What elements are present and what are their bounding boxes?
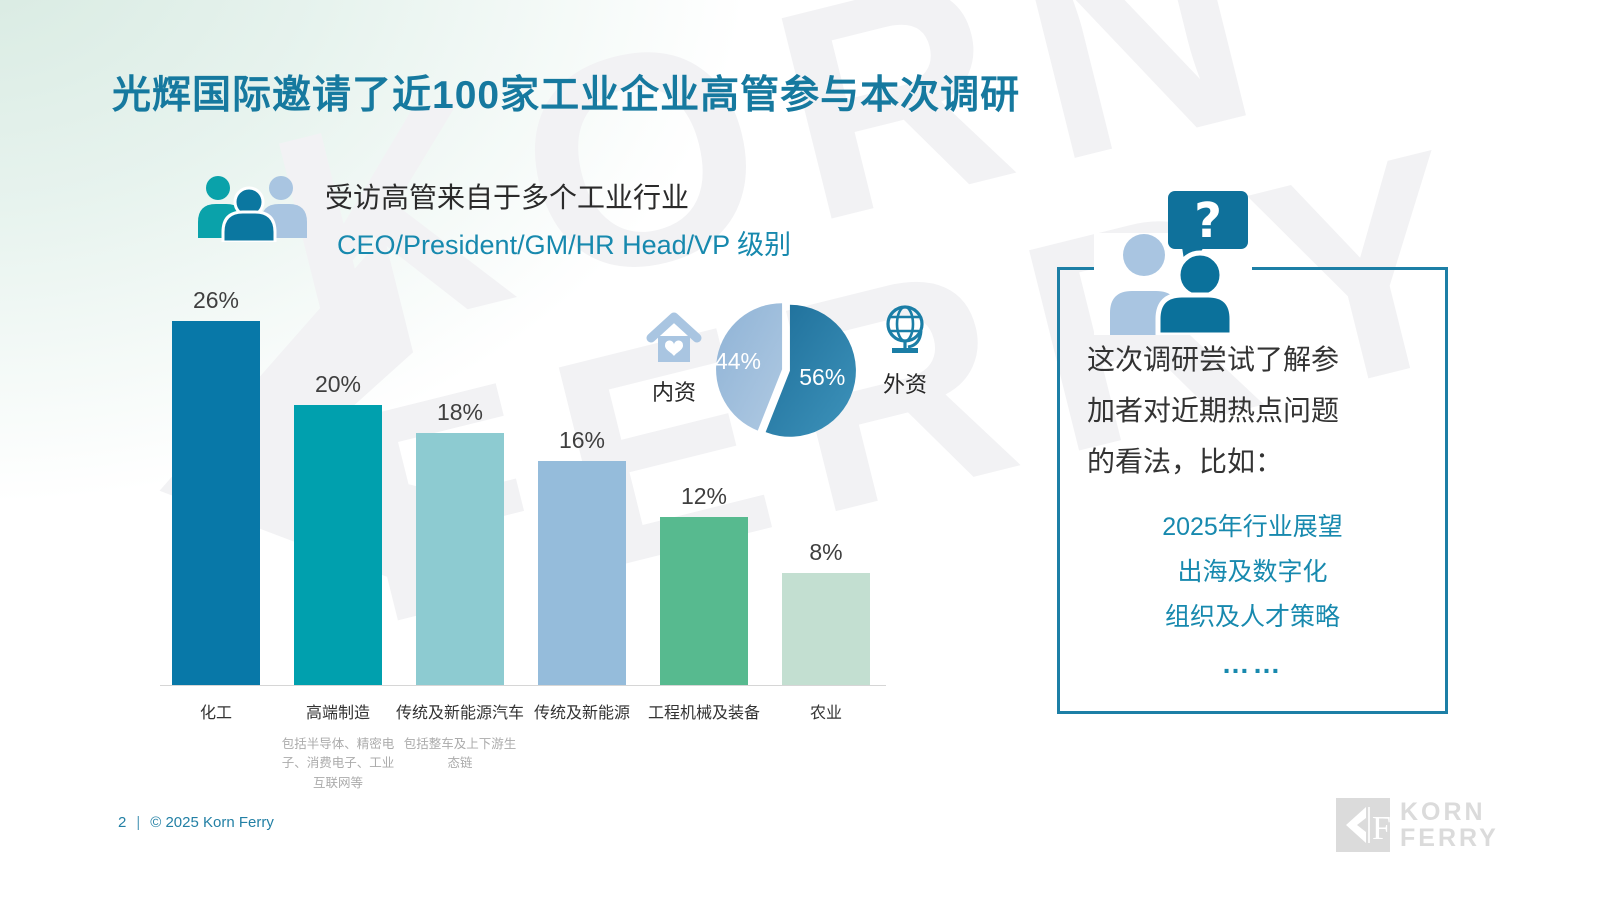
bar-category-label: 传统及新能源 (534, 705, 631, 722)
legend-domestic-label: 内资 (651, 380, 696, 405)
copyright: © 2025 Korn Ferry (150, 814, 274, 831)
korn-ferry-mark-icon: F (1336, 798, 1390, 852)
pie-slice-label: 44% (715, 348, 761, 374)
survey-level-line: CEO/President/GM/HR Head/VP 级别 (337, 230, 792, 260)
bar-category: 农业 (782, 699, 870, 793)
callout-intro-line: 的看法，比如： (1087, 446, 1284, 477)
svg-text:?: ? (1194, 193, 1222, 249)
bar (416, 433, 504, 685)
footer: 2 | © 2025 Korn Ferry (118, 814, 274, 831)
bar (294, 405, 382, 685)
globe-icon (886, 305, 924, 353)
callout-box (1057, 267, 1448, 714)
bar (538, 461, 626, 685)
korn-ferry-logo-text: KORN FERRY (1400, 799, 1499, 851)
bar (660, 517, 748, 685)
callout-intro-line: 这次调研尝试了解参 (1087, 344, 1340, 375)
bar-column: 16% (538, 427, 626, 685)
bar-value-label: 26% (192, 287, 240, 313)
bar-value-label: 12% (680, 483, 728, 509)
logo-line1: KORN (1400, 798, 1486, 826)
legend-domestic: 内资 (634, 310, 714, 407)
bar-category-label: 传统及新能源汽车 (396, 705, 525, 722)
bar (172, 321, 260, 685)
bar-category: 传统及新能源汽车包括整车及上下游生态链 (396, 699, 524, 793)
bar-category: 化工 (172, 699, 260, 793)
bar-category-note: 包括整车及上下游生态链 (403, 737, 517, 771)
bar-category-label: 化工 (199, 705, 232, 722)
bar-column: 20% (294, 371, 382, 685)
legend-foreign: 外资 (870, 300, 940, 399)
pie-slice-内资 (716, 303, 783, 431)
bar-chart-category-labels: 化工 高端制造包括半导体、精密电子、消费电子、工业互联网等 传统及新能源汽车包括整车… (160, 699, 886, 793)
people-group-icon (198, 176, 307, 242)
question-discussion-icon: ? (1094, 191, 1252, 335)
callout-topic: 2025年行业展望 (1162, 513, 1343, 541)
legend-foreign-label: 外资 (882, 372, 927, 397)
bar-category-note: 包括半导体、精密电子、消费电子、工业互联网等 (281, 737, 395, 790)
bar-value-label: 16% (558, 427, 606, 453)
bar-column: 8% (782, 539, 870, 685)
house-heart-icon (646, 312, 702, 362)
callout-intro: 这次调研尝试了解参 加者对近期热点问题 的看法，比如： (1087, 334, 1339, 487)
svg-text:F: F (1372, 810, 1390, 847)
bar-column: 12% (660, 483, 748, 685)
logo-line2: FERRY (1400, 824, 1499, 852)
pie-slice-外资 (765, 304, 856, 437)
bar-column: 26% (172, 287, 260, 685)
bar-value-label: 20% (314, 371, 362, 397)
korn-ferry-logo: F KORN FERRY (1336, 798, 1499, 852)
bar-category-label: 高端制造 (305, 705, 370, 722)
pie-chart: 56% 44% (715, 303, 856, 437)
callout-topic: 出海及数字化 (1177, 558, 1328, 586)
bar-category-label: 农业 (809, 705, 842, 722)
callout-topic: 组织及人才策略 (1164, 603, 1340, 631)
pie-slice-label: 56% (799, 364, 845, 390)
bar-value-label: 8% (809, 539, 843, 565)
bar-value-label: 18% (436, 399, 484, 425)
callout-ellipsis: …… (1221, 648, 1284, 679)
page-title: 光辉国际邀请了近100家工业企业高管参与本次调研 (112, 74, 1021, 117)
bar (782, 573, 870, 685)
bar-category: 传统及新能源 (534, 699, 630, 793)
callout-topics: 2025年行业展望 出海及数字化 组织及人才策略 (1057, 505, 1448, 640)
bar-category: 高端制造包括半导体、精密电子、消费电子、工业互联网等 (282, 699, 395, 793)
bar-category-label: 工程机械及装备 (648, 705, 761, 722)
page-number: 2 (118, 814, 127, 831)
callout-intro-line: 加者对近期热点问题 (1087, 395, 1340, 426)
footer-separator: | (136, 814, 141, 831)
survey-heading: 受访高管来自于多个工业行业 (325, 182, 690, 213)
bar-category: 工程机械及装备 (648, 699, 760, 793)
bar-column: 18% (416, 399, 504, 685)
